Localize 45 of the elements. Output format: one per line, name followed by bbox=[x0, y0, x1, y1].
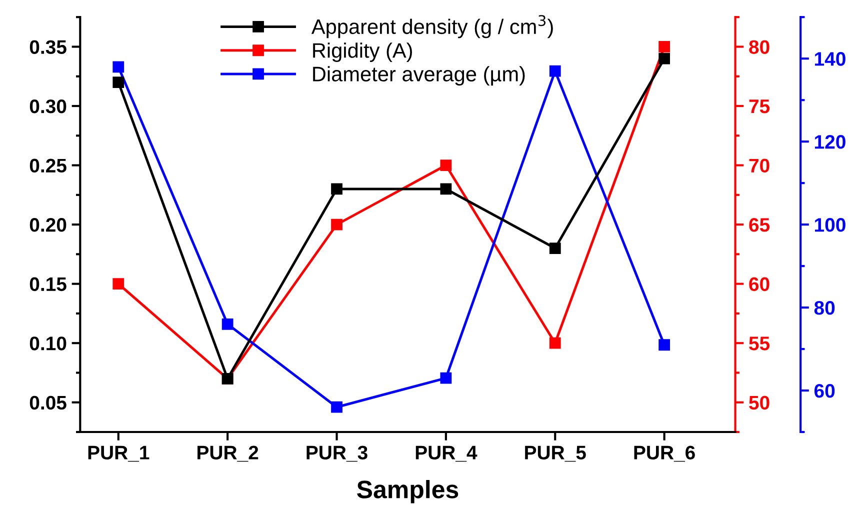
y2-tick-label: 75 bbox=[749, 100, 770, 114]
y3-tick-label: 120 bbox=[814, 135, 846, 149]
x-axis-title: Samples bbox=[357, 480, 458, 504]
x-tick-label: PUR_6 bbox=[634, 446, 695, 462]
y2-tick-label: 60 bbox=[749, 277, 770, 292]
y3-tick-label: 140 bbox=[814, 52, 846, 66]
point bbox=[331, 401, 342, 413]
x-tick-label: PUR_5 bbox=[525, 446, 586, 462]
y-tick-label: 0.10 bbox=[30, 336, 66, 350]
point bbox=[331, 218, 342, 230]
y3-tick-label: 100 bbox=[814, 218, 846, 232]
x-tick-label: PUR_1 bbox=[88, 446, 150, 462]
point bbox=[440, 160, 452, 171]
y-tick-label: 0.15 bbox=[30, 277, 66, 292]
point bbox=[440, 372, 452, 384]
point bbox=[549, 337, 561, 349]
y-tick-label: 0.35 bbox=[30, 40, 66, 54]
point bbox=[331, 183, 342, 195]
y2-tick-label: 55 bbox=[749, 336, 770, 350]
y2-tick-label: 70 bbox=[749, 158, 770, 173]
y3-tick-label: 60 bbox=[814, 384, 835, 398]
y-tick-label: 0.05 bbox=[30, 396, 66, 410]
x-tick-label: PUR_4 bbox=[416, 446, 478, 462]
legend-label: Rigidity (A) bbox=[313, 42, 412, 62]
point bbox=[112, 61, 124, 73]
point bbox=[658, 52, 670, 64]
point bbox=[658, 339, 670, 351]
point bbox=[440, 183, 452, 195]
x-tick-label: PUR_3 bbox=[306, 446, 368, 462]
point bbox=[222, 318, 234, 330]
y-tick-label: 0.30 bbox=[30, 99, 66, 114]
point bbox=[658, 41, 670, 52]
y2-tick-label: 80 bbox=[749, 40, 770, 54]
point bbox=[112, 278, 124, 290]
legend-label: Apparent density (g / cm$^{3}$) bbox=[311, 15, 553, 38]
y2-tick-label: 65 bbox=[749, 218, 770, 232]
y2-tick-label: 50 bbox=[749, 396, 770, 410]
x-tick-label: PUR_2 bbox=[198, 446, 258, 462]
point bbox=[549, 65, 561, 77]
point bbox=[112, 76, 124, 88]
legend-label: Diameter average (µm) bbox=[313, 66, 525, 86]
y-tick-label: 0.25 bbox=[30, 158, 66, 173]
y-tick-label: 0.20 bbox=[30, 218, 66, 232]
y3-tick-label: 80 bbox=[814, 301, 835, 315]
point bbox=[549, 242, 561, 254]
